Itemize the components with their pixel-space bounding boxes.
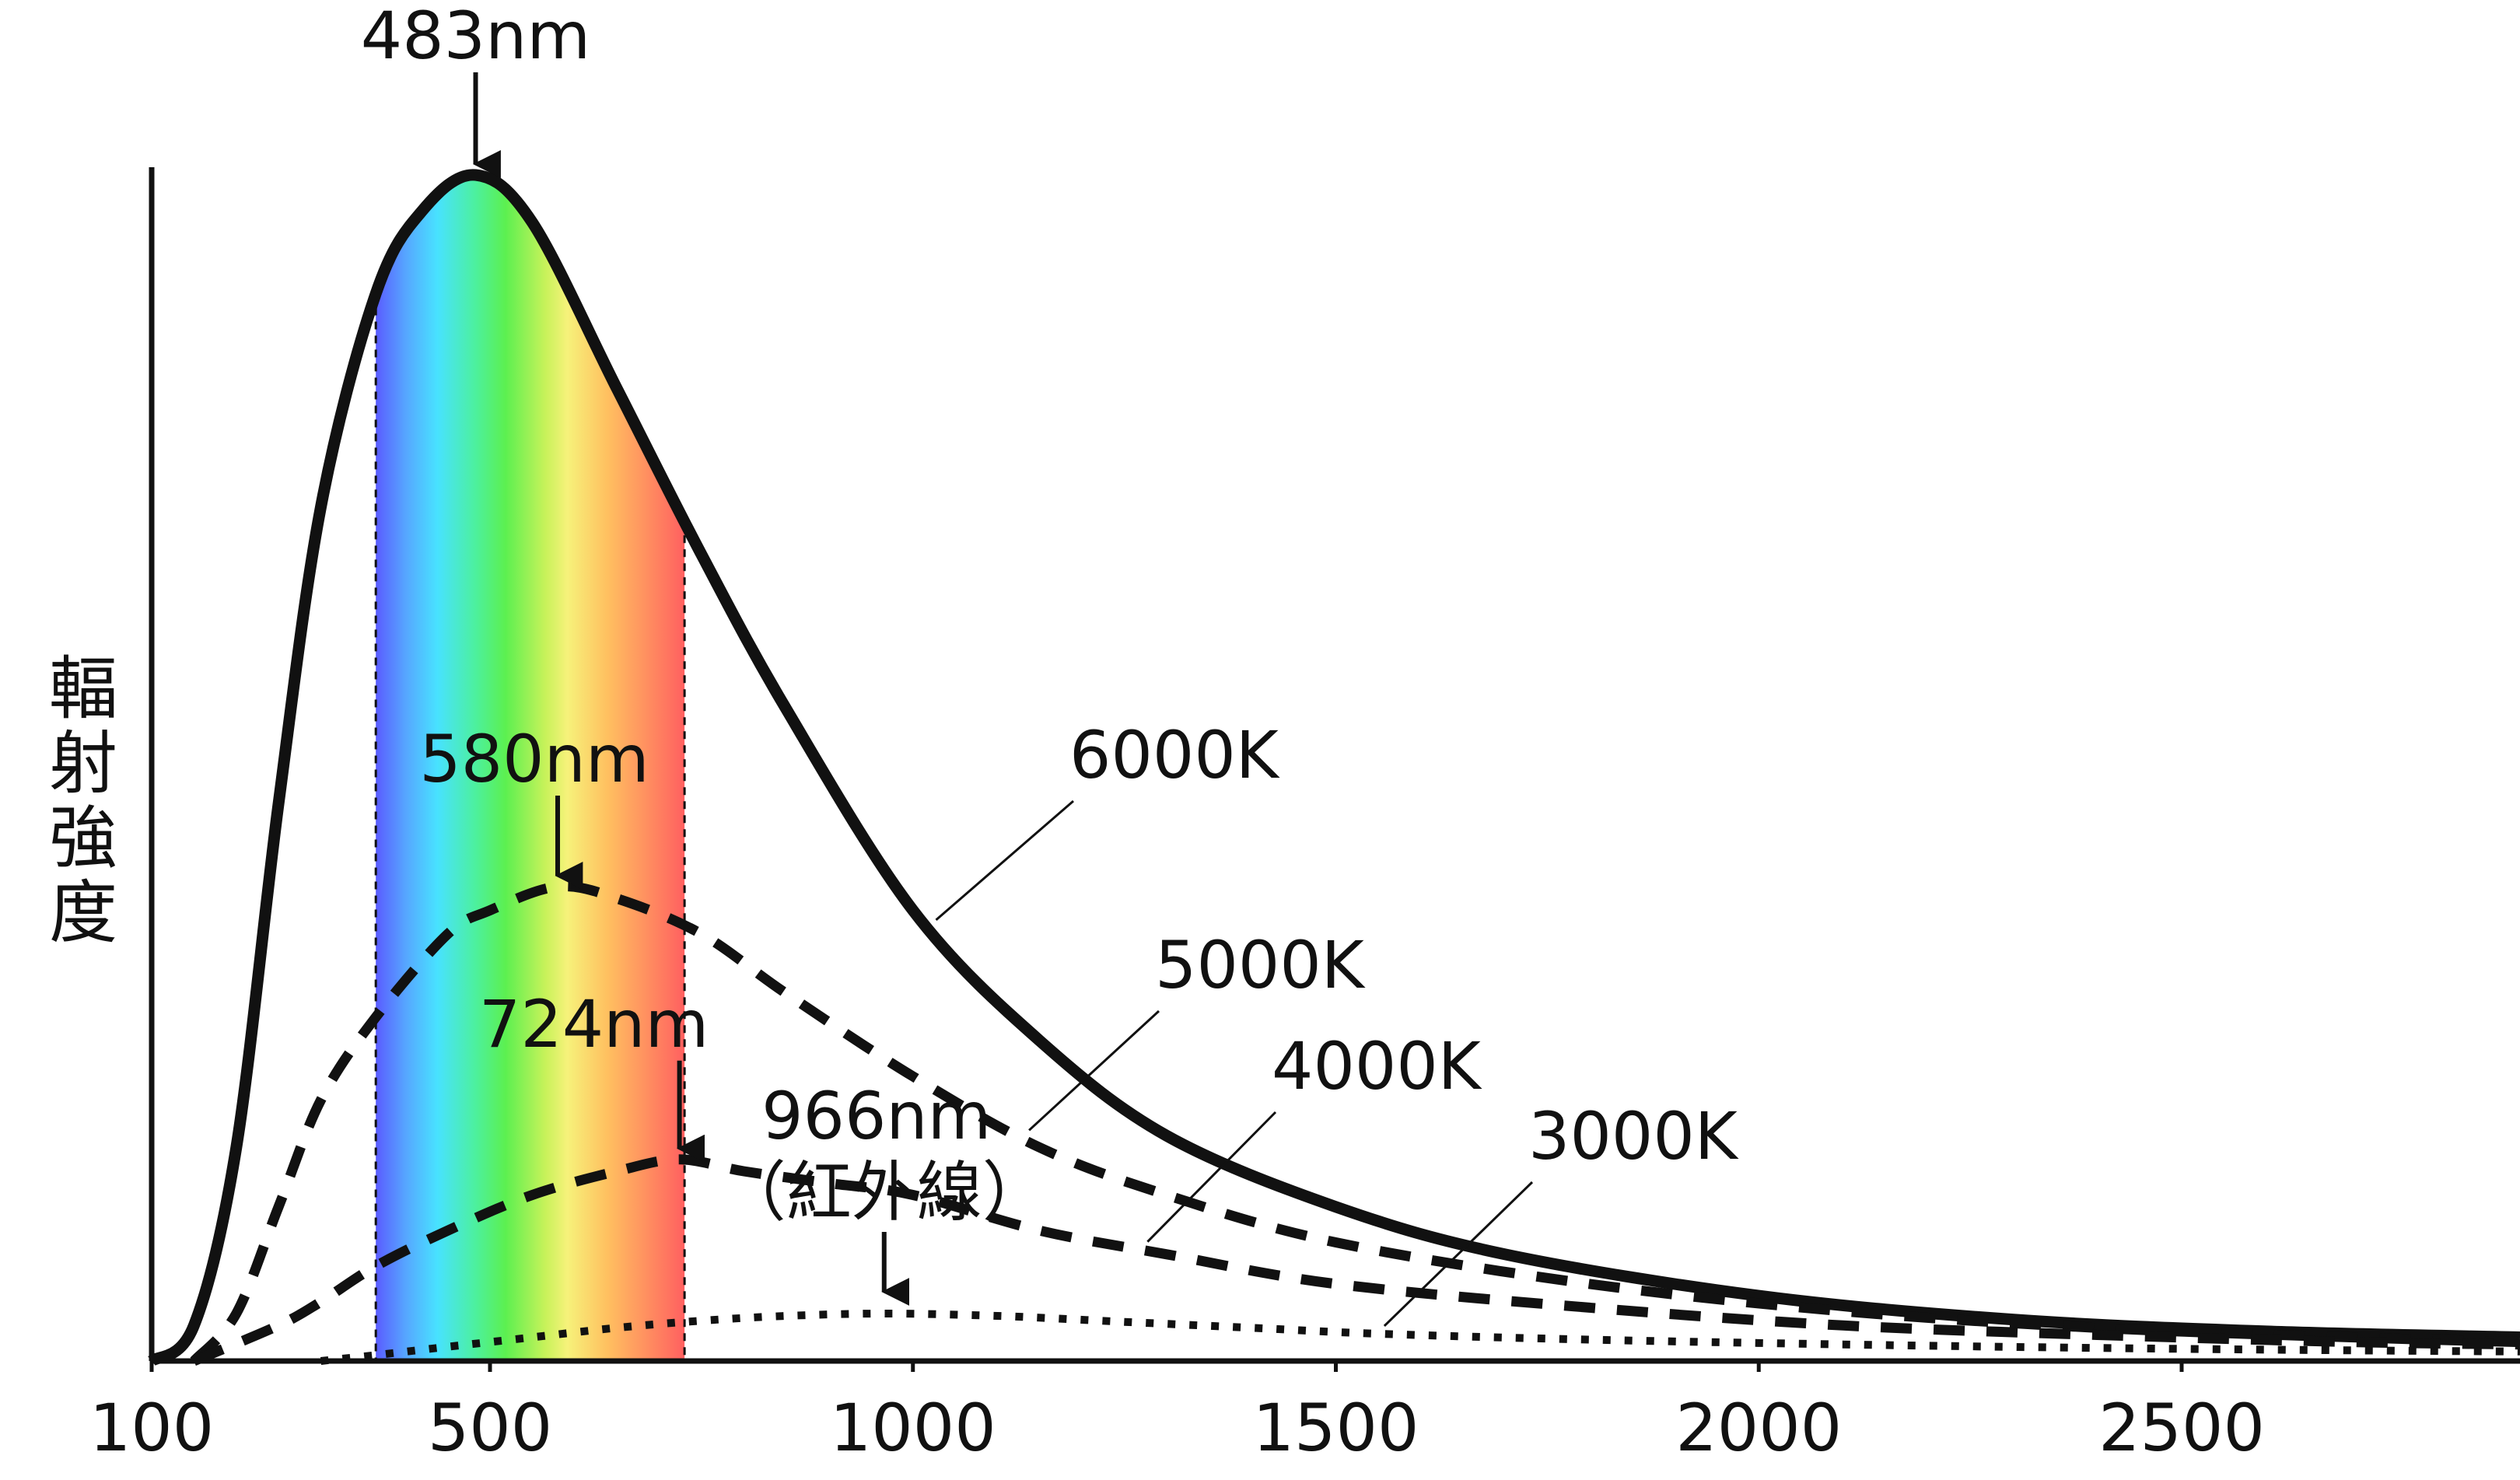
y-axis-label-char-0: 輻 xyxy=(48,649,117,729)
annotation-layer: 483nm 580nm 724nm 966nm（紅外線） 6000K 5000K 4000K… xyxy=(361,0,1739,1328)
series-layer xyxy=(148,169,2520,1366)
peak-label-2: 724nm xyxy=(479,986,709,1062)
temp-leader-0 xyxy=(935,799,1074,922)
temp-label-1: 5000K xyxy=(1155,927,1366,1003)
peak-label-1: 580nm xyxy=(419,721,649,797)
temp-leader-1 xyxy=(1028,1009,1160,1132)
peak-sublabel-3: （紅外線） xyxy=(721,1154,1048,1230)
x-tick-layer: 100 500 1000 1500 2000 2500 xyxy=(89,1361,2265,1466)
x-tick-label-3: 1500 xyxy=(1253,1390,1419,1466)
y-axis-label-char-1: 射 xyxy=(48,723,117,803)
x-tick-label-5: 2500 xyxy=(2098,1390,2265,1466)
x-tick-label-0: 100 xyxy=(89,1390,214,1466)
temp-label-3: 3000K xyxy=(1528,1098,1739,1174)
peak-label-3: 966nm xyxy=(761,1078,991,1154)
series-line-0 xyxy=(148,169,2520,1366)
y-axis-label: 輻射強度 xyxy=(40,652,126,950)
x-tick-label-1: 500 xyxy=(428,1390,552,1466)
temp-label-2: 4000K xyxy=(1272,1028,1482,1104)
peak-label-0: 483nm xyxy=(361,0,590,74)
x-tick-label-4: 2000 xyxy=(1675,1390,1842,1466)
y-axis-label-char-2: 強 xyxy=(48,798,117,878)
temp-leader-3 xyxy=(1383,1181,1534,1328)
x-tick-label-2: 1000 xyxy=(830,1390,996,1466)
y-axis-label-char-3: 度 xyxy=(48,873,117,953)
series-line-3 xyxy=(320,1310,2520,1365)
series-line-2 xyxy=(191,1154,2520,1366)
temp-leader-2 xyxy=(1146,1111,1277,1243)
temp-label-0: 6000K xyxy=(1069,717,1280,793)
